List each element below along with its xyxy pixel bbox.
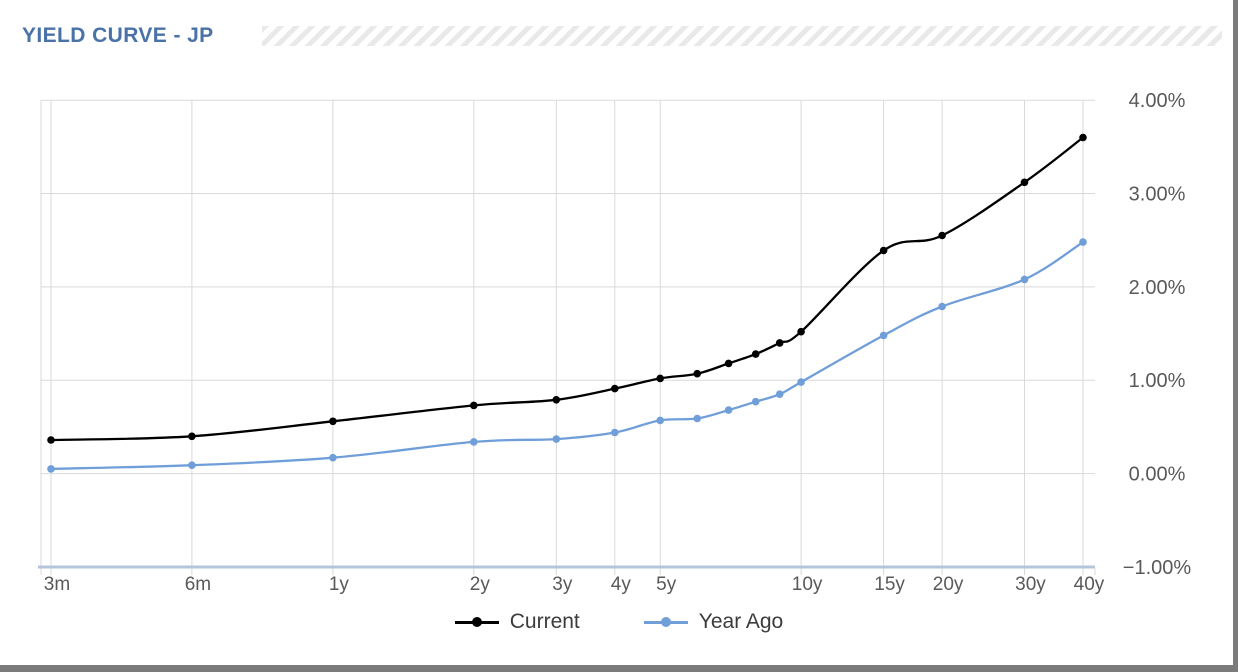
data-point-year-ago-3y: [552, 435, 561, 443]
data-point-year-ago-7y: [724, 406, 733, 414]
data-point-year-ago-3m: [47, 465, 55, 473]
x-tick-label: 6m: [185, 574, 211, 595]
y-tick-label: 2.00%: [1129, 277, 1186, 299]
x-tick-label: 15y: [874, 574, 905, 595]
data-point-year-ago-8y: [751, 397, 760, 406]
data-point-year-ago-20y: [938, 302, 946, 311]
data-point-current-4y: [611, 384, 619, 393]
y-tick-label: 4.00%: [1129, 90, 1186, 112]
data-point-year-ago-10y: [797, 378, 805, 386]
data-point-current-3y: [552, 396, 561, 404]
x-tick-label: 10y: [792, 574, 823, 595]
series-line-current: [49, 136, 1085, 442]
data-point-year-ago-6m: [188, 461, 196, 470]
data-point-current-10y: [797, 327, 805, 336]
data-point-current-6y: [693, 369, 701, 378]
x-tick-label: 3y: [552, 574, 573, 595]
legend-marker-current-icon: [454, 617, 499, 627]
page-title: YIELD CURVE - JP: [22, 24, 214, 47]
chart-legend: Current Year Ago: [0, 604, 1238, 640]
legend-item-year-ago: Year Ago: [643, 610, 784, 634]
data-point-year-ago-4y: [611, 428, 619, 437]
legend-item-current: Current: [454, 610, 580, 634]
x-tick-label: 3m: [44, 574, 70, 595]
x-tick-label: 1y: [329, 574, 350, 595]
data-point-current-7y: [724, 359, 733, 368]
y-tick-label: 0.00%: [1129, 464, 1186, 486]
data-point-current-9y: [775, 339, 784, 347]
data-point-current-40y: [1079, 133, 1087, 142]
x-tick-label: 2y: [470, 574, 491, 595]
data-point-year-ago-6y: [693, 414, 701, 423]
data-point-current-20y: [938, 231, 946, 240]
data-point-year-ago-1y: [329, 453, 337, 462]
legend-marker-year-ago-icon: [643, 617, 688, 627]
data-point-current-8y: [751, 350, 760, 358]
data-point-year-ago-15y: [879, 331, 888, 340]
y-tick-label: 1.00%: [1129, 370, 1186, 392]
data-point-year-ago-5y: [656, 416, 664, 425]
y-tick-label: 3.00%: [1129, 184, 1186, 206]
data-point-current-6m: [188, 432, 196, 441]
x-tick-label: 30y: [1015, 574, 1046, 595]
legend-label-year-ago: Year Ago: [698, 610, 784, 633]
legend-label-current: Current: [509, 610, 580, 633]
x-tick-label: 40y: [1074, 574, 1105, 595]
data-point-current-5y: [656, 374, 664, 383]
x-tick-label: 5y: [656, 574, 677, 595]
data-point-current-1y: [329, 417, 337, 426]
data-point-current-2y: [470, 401, 478, 410]
data-point-current-30y: [1020, 178, 1029, 187]
data-point-year-ago-30y: [1020, 275, 1029, 284]
data-point-year-ago-40y: [1079, 238, 1087, 246]
data-point-current-15y: [879, 246, 888, 255]
x-tick-label: 20y: [933, 574, 964, 595]
data-point-year-ago-9y: [775, 390, 784, 399]
data-point-year-ago-2y: [470, 438, 478, 446]
data-point-current-3m: [47, 436, 55, 444]
y-tick-label: −1.00%: [1123, 557, 1192, 579]
x-tick-label: 4y: [611, 574, 632, 595]
yield-curve-chart: 3m 6m 1y 2y 3y 4y 5y 10y 15y 20y 30y 40y 4.00% 3.00% 2…: [38, 90, 1192, 595]
title-hatch-stripes: [262, 26, 1222, 46]
